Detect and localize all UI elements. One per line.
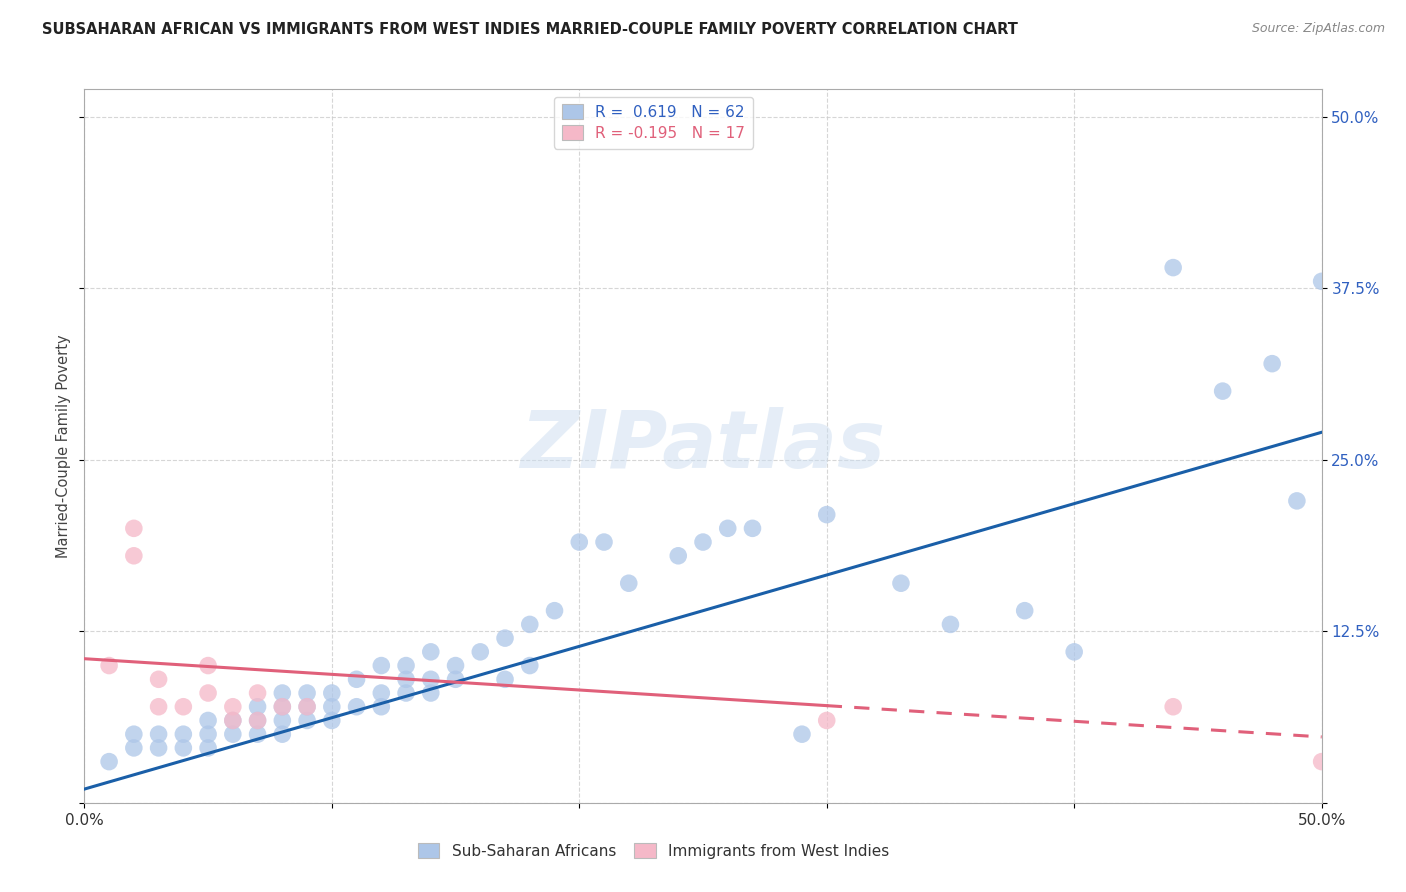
- Point: [98, 755, 121, 769]
- Point: [617, 576, 640, 591]
- Point: [148, 727, 170, 741]
- Point: [419, 686, 441, 700]
- Point: [370, 658, 392, 673]
- Point: [1261, 357, 1284, 371]
- Point: [197, 714, 219, 728]
- Point: [222, 714, 245, 728]
- Point: [271, 686, 294, 700]
- Point: [444, 658, 467, 673]
- Point: [1310, 755, 1333, 769]
- Point: [295, 714, 318, 728]
- Point: [890, 576, 912, 591]
- Point: [148, 673, 170, 687]
- Text: Source: ZipAtlas.com: Source: ZipAtlas.com: [1251, 22, 1385, 36]
- Point: [122, 740, 145, 755]
- Point: [98, 658, 121, 673]
- Point: [494, 673, 516, 687]
- Point: [519, 617, 541, 632]
- Point: [419, 645, 441, 659]
- Point: [271, 699, 294, 714]
- Text: SUBSAHARAN AFRICAN VS IMMIGRANTS FROM WEST INDIES MARRIED-COUPLE FAMILY POVERTY : SUBSAHARAN AFRICAN VS IMMIGRANTS FROM WE…: [42, 22, 1018, 37]
- Point: [395, 686, 418, 700]
- Point: [1212, 384, 1234, 398]
- Point: [321, 714, 343, 728]
- Point: [1285, 494, 1308, 508]
- Point: [741, 521, 763, 535]
- Point: [1063, 645, 1085, 659]
- Point: [246, 714, 269, 728]
- Point: [295, 699, 318, 714]
- Point: [321, 699, 343, 714]
- Point: [246, 714, 269, 728]
- Point: [419, 673, 441, 687]
- Point: [1014, 604, 1036, 618]
- Point: [815, 714, 838, 728]
- Point: [172, 699, 194, 714]
- Point: [692, 535, 714, 549]
- Point: [346, 699, 368, 714]
- Point: [295, 686, 318, 700]
- Point: [197, 686, 219, 700]
- Point: [172, 740, 194, 755]
- Point: [197, 727, 219, 741]
- Point: [370, 699, 392, 714]
- Point: [1161, 699, 1184, 714]
- Point: [222, 714, 245, 728]
- Point: [222, 699, 245, 714]
- Point: [148, 740, 170, 755]
- Point: [321, 686, 343, 700]
- Y-axis label: Married-Couple Family Poverty: Married-Couple Family Poverty: [56, 334, 72, 558]
- Point: [222, 727, 245, 741]
- Point: [370, 686, 392, 700]
- Point: [271, 699, 294, 714]
- Point: [197, 658, 219, 673]
- Point: [295, 699, 318, 714]
- Point: [1310, 274, 1333, 288]
- Point: [246, 686, 269, 700]
- Point: [494, 631, 516, 645]
- Point: [815, 508, 838, 522]
- Point: [271, 727, 294, 741]
- Point: [543, 604, 565, 618]
- Point: [122, 521, 145, 535]
- Point: [470, 645, 492, 659]
- Point: [717, 521, 740, 535]
- Point: [444, 673, 467, 687]
- Point: [395, 673, 418, 687]
- Point: [939, 617, 962, 632]
- Point: [593, 535, 616, 549]
- Point: [172, 727, 194, 741]
- Point: [790, 727, 813, 741]
- Point: [197, 740, 219, 755]
- Point: [246, 727, 269, 741]
- Point: [122, 727, 145, 741]
- Point: [246, 699, 269, 714]
- Point: [666, 549, 689, 563]
- Point: [346, 673, 368, 687]
- Point: [148, 699, 170, 714]
- Point: [568, 535, 591, 549]
- Point: [271, 714, 294, 728]
- Point: [519, 658, 541, 673]
- Legend: Sub-Saharan Africans, Immigrants from West Indies: Sub-Saharan Africans, Immigrants from We…: [411, 836, 897, 866]
- Text: ZIPatlas: ZIPatlas: [520, 407, 886, 485]
- Point: [1161, 260, 1184, 275]
- Point: [395, 658, 418, 673]
- Point: [122, 549, 145, 563]
